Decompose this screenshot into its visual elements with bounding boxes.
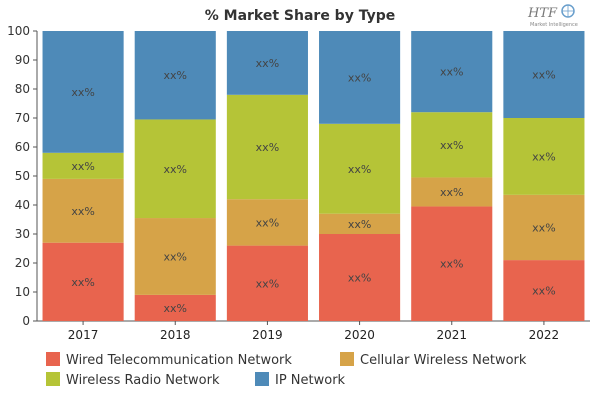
legend-label: Wireless Radio Network: [66, 373, 220, 388]
bar-segment: [503, 118, 585, 195]
logo-globe-lines-icon: [562, 5, 574, 17]
segment-data-label: xx%: [440, 139, 463, 152]
chart-title: % Market Share by Type: [205, 8, 396, 24]
bar-segment: [411, 112, 493, 178]
bar-segment: [226, 199, 308, 246]
segment-data-label: xx%: [164, 163, 187, 176]
bar-segment: [134, 31, 216, 120]
segment-data-label: xx%: [348, 71, 371, 84]
segment-data-label: xx%: [348, 272, 371, 285]
segment-data-label: xx%: [164, 69, 187, 82]
y-tick-label: 30: [15, 227, 30, 241]
y-tick-label: 0: [22, 314, 30, 328]
bar-segment: [226, 245, 308, 321]
bar-segment: [42, 152, 124, 179]
bar-segment: [42, 178, 124, 243]
bar-segment: [226, 94, 308, 200]
bar-segment: [42, 242, 124, 321]
chart-legend: Wired Telecommunication Network Cellular …: [46, 352, 527, 388]
segment-data-label: xx%: [440, 66, 463, 79]
bar-segment: [503, 194, 585, 261]
legend-label: IP Network: [275, 373, 346, 388]
chart-bars: xx% xx% xx% xx% xx% xx% xx% xx% xx% xx% xx% xx% xx% x…: [42, 31, 585, 321]
segment-data-label: xx%: [532, 221, 555, 234]
segment-data-label: xx%: [164, 250, 187, 263]
segment-data-label: xx%: [164, 302, 187, 315]
x-axis-ticks: 2017 2018 2019 2020 2021 2022: [68, 321, 559, 342]
logo-tagline: Market Intelligence: [530, 22, 578, 28]
x-tick-label: 2020: [344, 328, 375, 342]
bar-segment: [319, 234, 401, 321]
y-tick-label: 100: [7, 24, 30, 38]
bar-segment: [134, 294, 216, 321]
bar-segment: [411, 206, 493, 321]
bar-segment: [134, 119, 216, 219]
segment-data-label: xx%: [532, 285, 555, 298]
legend-swatch: [46, 372, 60, 386]
bar-segment: [226, 31, 308, 95]
segment-data-label: xx%: [256, 57, 279, 70]
bar-segment: [503, 31, 585, 118]
bar-segment: [42, 31, 124, 153]
chart-axes: 0 10 20 30 40 50 60 70 80 90 100: [7, 24, 590, 328]
x-tick-label: 2019: [252, 328, 283, 342]
bar-segment: [319, 123, 401, 214]
segment-data-label: xx%: [71, 86, 94, 99]
x-tick-label: 2021: [436, 328, 467, 342]
legend-swatch: [340, 352, 354, 366]
bar-segment: [503, 260, 585, 321]
y-tick-label: 40: [15, 198, 30, 212]
segment-data-label: xx%: [256, 141, 279, 154]
y-tick-label: 10: [15, 285, 30, 299]
segment-data-label: xx%: [440, 186, 463, 199]
bar-segment: [319, 213, 401, 234]
segment-data-label: xx%: [532, 150, 555, 163]
segment-data-label: xx%: [71, 160, 94, 173]
x-tick-label: 2022: [529, 328, 560, 342]
legend-swatch: [46, 352, 60, 366]
brand-logo: HTF Market Intelligence: [527, 4, 578, 28]
segment-data-label: xx%: [71, 276, 94, 289]
y-tick-label: 80: [15, 82, 30, 96]
segment-data-label: xx%: [71, 205, 94, 218]
legend-swatch: [255, 372, 269, 386]
bar-segment: [411, 177, 493, 207]
x-tick-label: 2018: [160, 328, 191, 342]
segment-data-label: xx%: [256, 216, 279, 229]
segment-data-label: xx%: [348, 163, 371, 176]
y-tick-label: 70: [15, 111, 30, 125]
legend-label: Cellular Wireless Network: [360, 353, 527, 368]
y-tick-label: 90: [15, 53, 30, 67]
logo-brand-text: HTF: [527, 6, 558, 21]
bar-segment: [319, 31, 401, 124]
bar-segment: [134, 218, 216, 295]
y-tick-label: 60: [15, 140, 30, 154]
y-tick-label: 20: [15, 256, 30, 270]
x-tick-label: 2017: [68, 328, 99, 342]
segment-data-label: xx%: [256, 277, 279, 290]
legend-label: Wired Telecommunication Network: [66, 353, 292, 368]
y-tick-label: 50: [15, 169, 30, 183]
bar-segment: [411, 31, 493, 113]
segment-data-label: xx%: [532, 69, 555, 82]
segment-data-label: xx%: [348, 218, 371, 231]
segment-data-label: xx%: [440, 258, 463, 271]
